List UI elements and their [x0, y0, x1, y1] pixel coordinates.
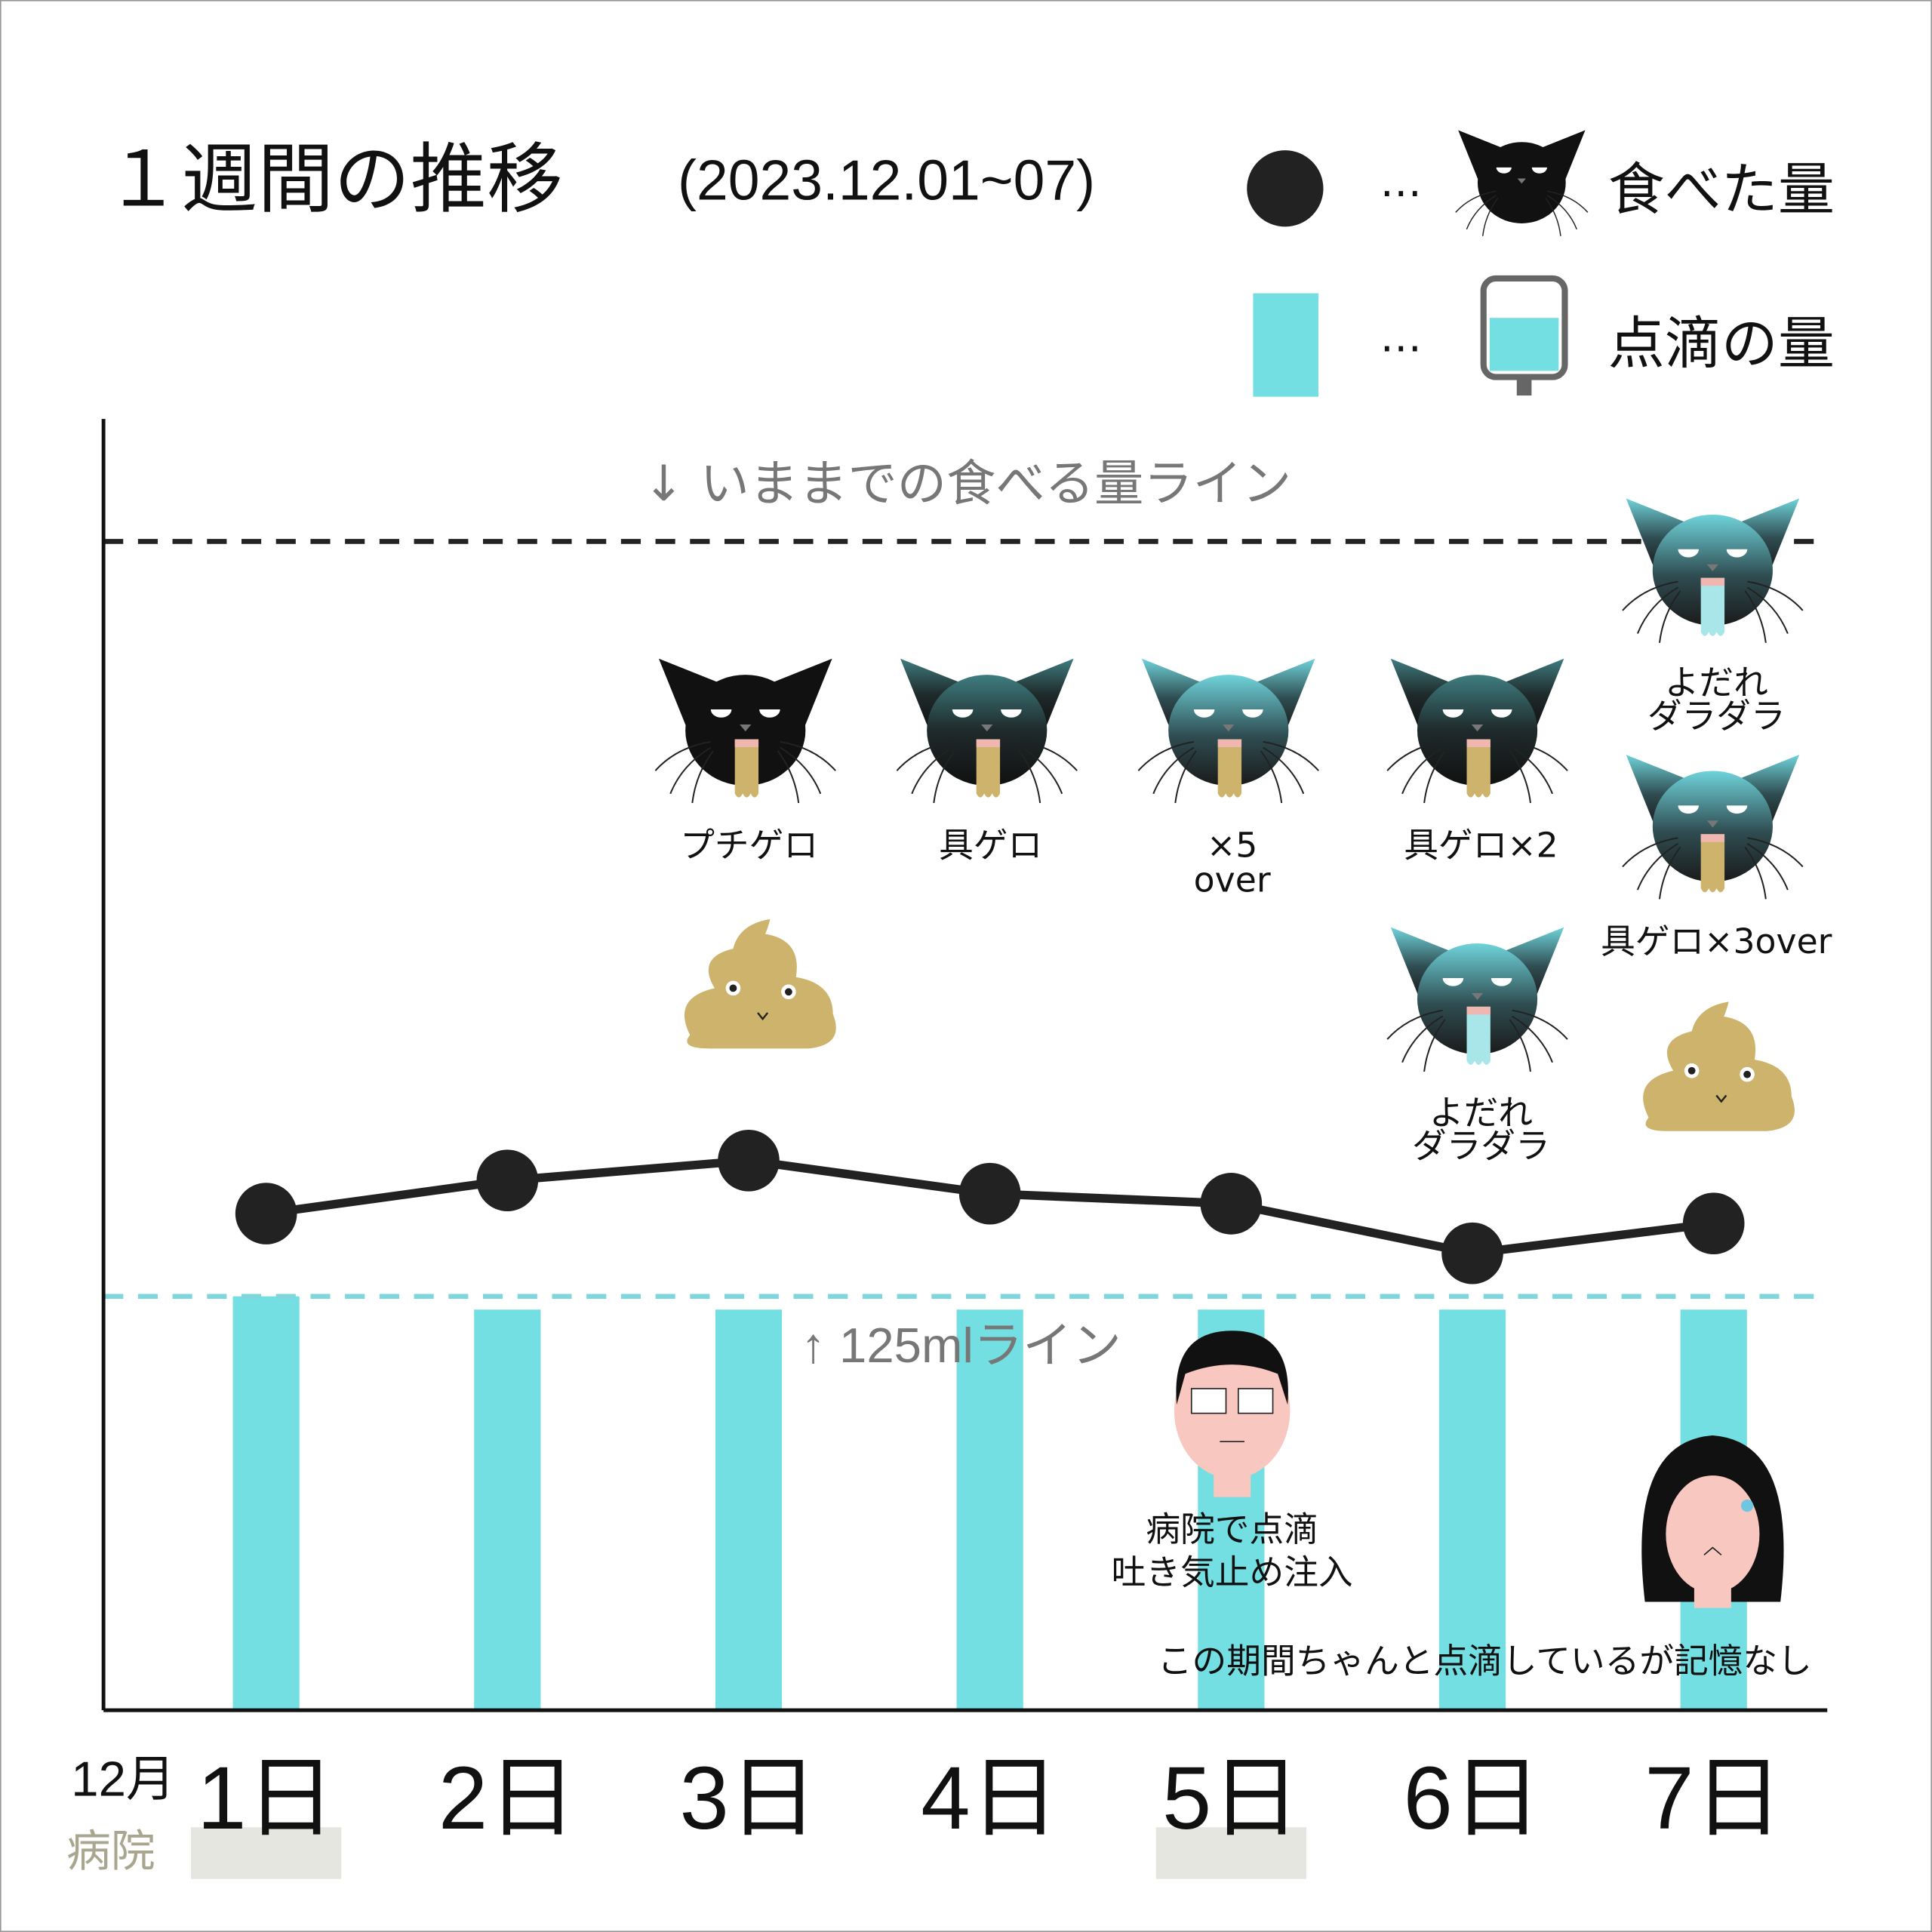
month-label: 12月: [71, 1752, 175, 1807]
point: [958, 1162, 1021, 1225]
annotation: この期間ちゃんと点滴しているが記憶なし: [1158, 1641, 1812, 1681]
annotation: 具ゲロ×3over: [1601, 921, 1832, 961]
x-tick-label: 5日: [1162, 1749, 1300, 1847]
vomit-icon: [1217, 739, 1242, 798]
point: [1441, 1222, 1503, 1284]
x-tick-label: 7日: [1644, 1749, 1783, 1847]
hospital-label: 病院: [66, 1825, 155, 1877]
woman-face-icon: [1641, 1435, 1784, 1608]
hospital-highlight: [191, 1827, 342, 1879]
drool-icon: [1700, 577, 1725, 636]
bar: [1438, 1309, 1506, 1711]
x-tick-label: 1日: [197, 1749, 335, 1847]
vomit-icon: [734, 739, 759, 798]
iv-bag-icon: [1480, 275, 1568, 396]
x-tick-label: 3日: [680, 1749, 818, 1847]
annotation: 具ゲロ: [939, 826, 1042, 866]
annotation: よだれ: [1429, 1093, 1533, 1133]
point: [476, 1149, 539, 1211]
x-tick-label: 2日: [438, 1749, 577, 1847]
annotation: ×5: [1207, 826, 1257, 866]
annotation: ダラダラ: [1647, 696, 1786, 736]
point: [718, 1130, 780, 1192]
annotation: 具ゲロ×2: [1404, 826, 1558, 866]
hospital-highlight: [1155, 1827, 1306, 1879]
legend-label: 点滴の量: [1608, 310, 1835, 377]
x-tick-label: 4日: [921, 1749, 1059, 1847]
vomit-icon: [1466, 739, 1491, 798]
chart-subtitle: (2023.12.01~07): [678, 149, 1095, 212]
annotation: 吐き気止め注入: [1112, 1552, 1353, 1592]
bar: [232, 1296, 300, 1711]
reference-label: ↓ いままでの食べる量ライン: [643, 455, 1291, 512]
legend-separator: …: [1380, 158, 1423, 207]
legend-marker: [1253, 293, 1318, 397]
legend-marker: [1247, 150, 1324, 227]
annotation: よだれ: [1665, 663, 1768, 703]
vomit-icon: [1700, 834, 1725, 893]
legend-label: 食べた量: [1608, 156, 1835, 223]
annotation: プチゲロ: [680, 826, 818, 866]
x-tick-label: 6日: [1404, 1749, 1542, 1847]
annotation: over: [1194, 860, 1271, 900]
annotation: 病院で点滴: [1146, 1509, 1318, 1549]
bar: [956, 1309, 1023, 1711]
vomit-icon: [976, 739, 1001, 798]
point: [235, 1183, 297, 1244]
bar: [715, 1309, 783, 1711]
legend-separator: …: [1380, 313, 1423, 362]
annotation: ダラダラ: [1412, 1126, 1550, 1166]
chart-title: １週間の推移: [105, 135, 563, 224]
point: [1200, 1173, 1263, 1235]
bar: [474, 1309, 541, 1711]
point: [1682, 1192, 1745, 1255]
drool-icon: [1466, 1006, 1491, 1065]
man-face-icon: [1174, 1331, 1291, 1497]
reference-label: ↑ 125mlライン: [801, 1318, 1121, 1373]
